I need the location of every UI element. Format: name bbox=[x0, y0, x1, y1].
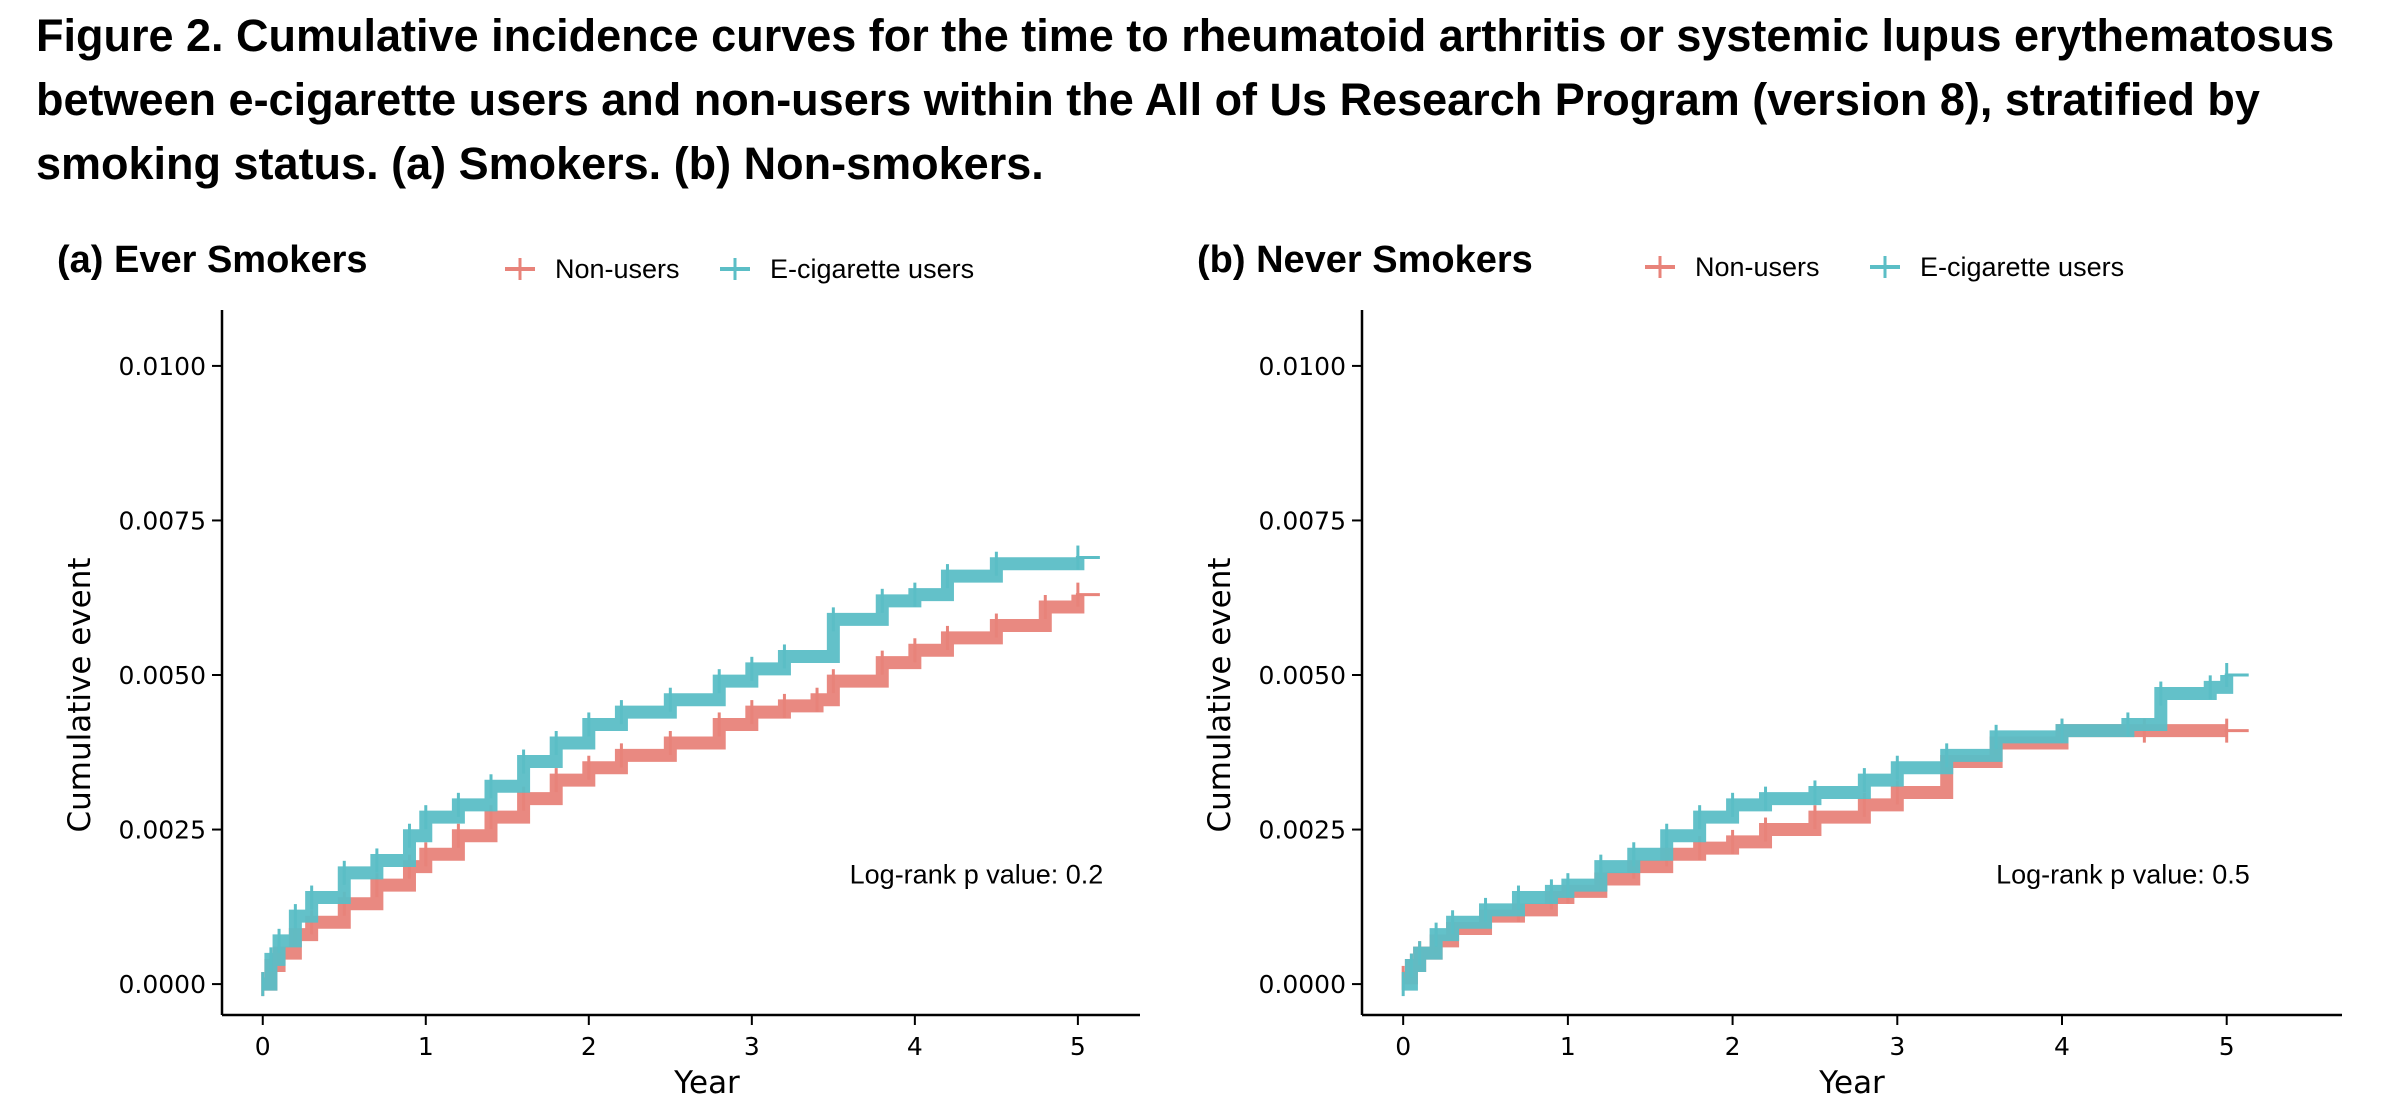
panel-title: (b) Never Smokers bbox=[1197, 239, 1533, 281]
y-axis-title: Cumulative event bbox=[1202, 557, 1238, 832]
series-1 bbox=[1401, 663, 2249, 997]
series-line bbox=[1403, 724, 2227, 985]
y-tick-label: 0.0025 bbox=[1259, 816, 1346, 845]
series-1 bbox=[261, 545, 1100, 997]
legend-label: E-cigarette users bbox=[770, 254, 974, 284]
legend-label: Non-users bbox=[1695, 252, 1820, 282]
legend-item-1: E-cigarette users bbox=[1870, 252, 2124, 282]
x-axis-title: Year bbox=[673, 1065, 740, 1101]
y-axis-title: Cumulative event bbox=[62, 557, 98, 832]
x-tick-label: 4 bbox=[2054, 1032, 2070, 1061]
y-tick-label: 0.0000 bbox=[119, 970, 206, 999]
x-tick-label: 2 bbox=[1725, 1032, 1741, 1061]
series-line bbox=[262, 594, 1085, 991]
y-tick-label: 0.0075 bbox=[119, 506, 206, 535]
logrank-annotation: Log-rank p value: 0.5 bbox=[1996, 859, 2250, 889]
y-tick-label: 0.0050 bbox=[119, 661, 206, 690]
legend-item-1: E-cigarette users bbox=[720, 254, 974, 284]
figure-caption: Figure 2. Cumulative incidence curves fo… bbox=[36, 10, 2335, 189]
x-tick-label: 0 bbox=[255, 1032, 271, 1061]
series-0 bbox=[261, 582, 1100, 997]
logrank-annotation: Log-rank p value: 0.2 bbox=[850, 859, 1104, 889]
y-tick-label: 0.0000 bbox=[1259, 970, 1346, 999]
panel-title: (a) Ever Smokers bbox=[57, 239, 368, 281]
series-line bbox=[262, 557, 1085, 991]
y-tick-label: 0.0100 bbox=[119, 352, 206, 381]
x-tick-label: 2 bbox=[581, 1032, 597, 1061]
x-tick-label: 1 bbox=[418, 1032, 434, 1061]
x-axis-title: Year bbox=[1818, 1065, 1885, 1101]
x-tick-label: 4 bbox=[907, 1032, 923, 1061]
legend-item-0: Non-users bbox=[505, 254, 680, 284]
y-tick-label: 0.0100 bbox=[1259, 352, 1346, 381]
x-tick-label: 5 bbox=[1070, 1032, 1086, 1061]
x-tick-label: 0 bbox=[1395, 1032, 1411, 1061]
legend-label: Non-users bbox=[555, 254, 680, 284]
chart-ever-smokers: (a) Ever Smokers Non-users E-cigarette use… bbox=[57, 239, 1140, 1101]
legend-label: E-cigarette users bbox=[1920, 252, 2124, 282]
series-0 bbox=[1401, 718, 2249, 990]
x-tick-label: 1 bbox=[1560, 1032, 1576, 1061]
x-tick-label: 3 bbox=[744, 1032, 760, 1061]
x-tick-label: 5 bbox=[2219, 1032, 2235, 1061]
y-tick-label: 0.0025 bbox=[119, 816, 206, 845]
chart-never-smokers: (b) Never Smokers Non-users E-cigarette us… bbox=[1197, 239, 2342, 1101]
x-tick-label: 3 bbox=[1889, 1032, 1905, 1061]
y-tick-label: 0.0050 bbox=[1259, 661, 1346, 690]
y-tick-label: 0.0075 bbox=[1259, 506, 1346, 535]
legend-item-0: Non-users bbox=[1645, 252, 1820, 282]
